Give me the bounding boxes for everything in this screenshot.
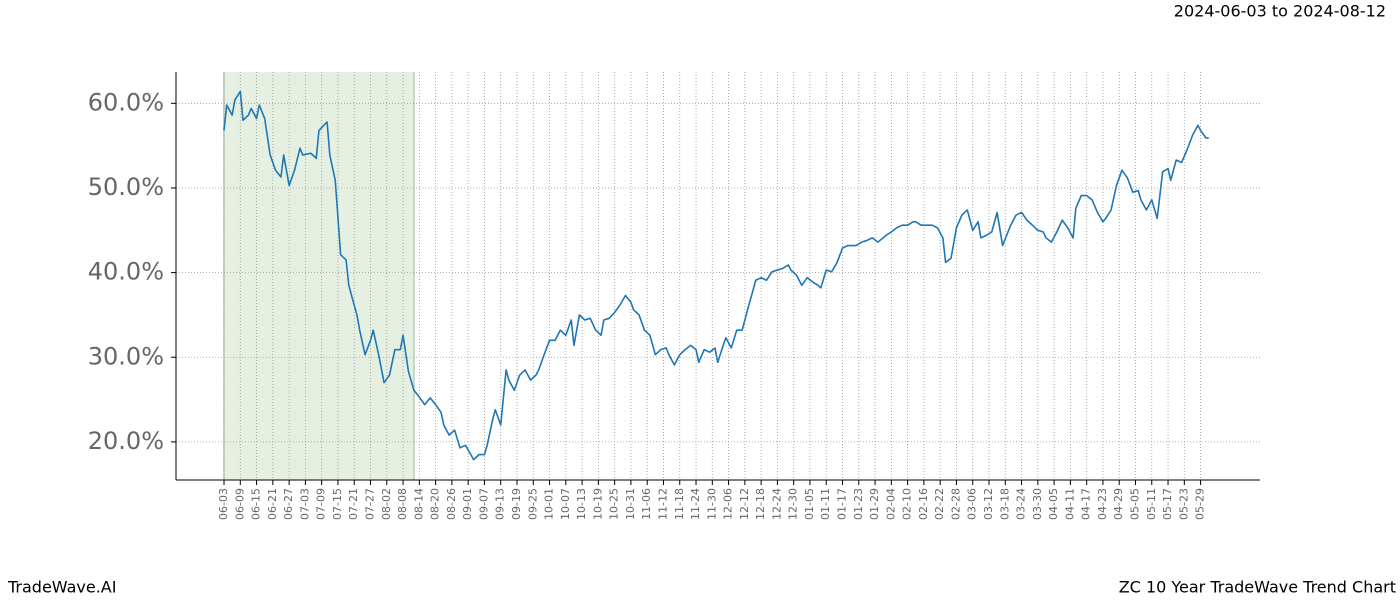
x-tick-label: 10-25 bbox=[608, 488, 621, 520]
y-tick-label: 50.0% bbox=[88, 173, 164, 201]
x-tick-label: 03-18 bbox=[998, 488, 1011, 520]
x-tick-label: 05-23 bbox=[1177, 488, 1190, 520]
x-tick-label: 03-12 bbox=[982, 488, 995, 520]
x-tick-label: 09-19 bbox=[510, 488, 523, 520]
y-tick-label: 20.0% bbox=[88, 427, 164, 455]
x-tick-label: 04-17 bbox=[1080, 488, 1093, 520]
x-tick-label: 07-27 bbox=[364, 488, 377, 520]
source-label: TradeWave.AI bbox=[7, 578, 116, 597]
x-tick-label: 02-22 bbox=[933, 488, 946, 520]
x-tick-label: 08-20 bbox=[429, 488, 442, 520]
x-tick-label: 01-05 bbox=[803, 488, 816, 520]
x-tick-label: 08-08 bbox=[396, 488, 409, 520]
x-tick-label: 07-21 bbox=[347, 488, 360, 520]
x-tick-label: 08-14 bbox=[412, 488, 425, 520]
x-tick-label: 11-12 bbox=[656, 488, 669, 520]
x-tick-label: 12-12 bbox=[738, 488, 751, 520]
x-tick-label: 06-15 bbox=[250, 488, 263, 520]
x-tick-label: 11-18 bbox=[673, 488, 686, 520]
x-tick-label: 02-10 bbox=[901, 488, 914, 520]
x-tick-label: 06-09 bbox=[233, 488, 246, 520]
x-tick-label: 11-24 bbox=[689, 488, 702, 520]
x-tick-label: 06-03 bbox=[217, 488, 230, 520]
x-tick-label: 01-23 bbox=[852, 488, 865, 520]
x-tick-label: 03-06 bbox=[966, 488, 979, 520]
x-tick-label: 04-11 bbox=[1063, 488, 1076, 520]
x-tick-label: 11-06 bbox=[640, 488, 653, 520]
x-tick-label: 07-09 bbox=[315, 488, 328, 520]
x-tick-label: 12-06 bbox=[722, 488, 735, 520]
chart-subtitle: 2024-06-03 to 2024-08-12 bbox=[1174, 2, 1386, 21]
trend-line bbox=[223, 90, 1209, 461]
x-tick-label: 08-02 bbox=[380, 488, 393, 520]
x-tick-label: 05-05 bbox=[1128, 488, 1141, 520]
y-tick-label: 60.0% bbox=[88, 88, 164, 116]
x-tick-label: 10-31 bbox=[624, 488, 637, 520]
x-tick-label: 02-28 bbox=[949, 488, 962, 520]
x-tick-label: 10-01 bbox=[543, 488, 556, 520]
x-tick-label: 01-11 bbox=[819, 488, 832, 520]
x-tick-label: 04-29 bbox=[1112, 488, 1125, 520]
x-tick-label: 03-30 bbox=[1031, 488, 1044, 520]
x-tick-label: 10-07 bbox=[559, 488, 572, 520]
x-tick-label: 10-19 bbox=[591, 488, 604, 520]
shaded-range bbox=[224, 72, 414, 480]
x-tick-label: 02-16 bbox=[917, 488, 930, 520]
x-tick-label: 05-11 bbox=[1145, 488, 1158, 520]
x-tick-label: 05-17 bbox=[1161, 488, 1174, 520]
x-tick-label: 09-01 bbox=[461, 488, 474, 520]
x-tick-label: 08-26 bbox=[445, 488, 458, 520]
y-tick-label: 40.0% bbox=[88, 258, 164, 286]
x-tick-label: 09-13 bbox=[494, 488, 507, 520]
x-tick-label: 10-13 bbox=[575, 488, 588, 520]
x-tick-label: 11-30 bbox=[705, 488, 718, 520]
x-tick-label: 05-29 bbox=[1194, 488, 1207, 520]
x-tick-label: 03-24 bbox=[1015, 488, 1028, 520]
x-tick-label: 02-04 bbox=[884, 488, 897, 520]
x-tick-label: 06-21 bbox=[266, 488, 279, 520]
x-tick-label: 07-03 bbox=[298, 488, 311, 520]
x-tick-label: 12-30 bbox=[787, 488, 800, 520]
chart-title: ZC 10 Year TradeWave Trend Chart bbox=[1119, 578, 1396, 597]
x-tick-label: 01-17 bbox=[836, 488, 849, 520]
y-tick-label: 30.0% bbox=[88, 342, 164, 370]
x-tick-label: 12-18 bbox=[754, 488, 767, 520]
x-tick-label: 06-27 bbox=[282, 488, 295, 520]
x-tick-label: 04-05 bbox=[1047, 488, 1060, 520]
x-tick-label: 04-23 bbox=[1096, 488, 1109, 520]
x-tick-label: 12-24 bbox=[770, 488, 783, 520]
x-tick-label: 01-29 bbox=[868, 488, 881, 520]
x-tick-label: 09-25 bbox=[526, 488, 539, 520]
x-tick-label: 07-15 bbox=[331, 488, 344, 520]
x-tick-label: 09-07 bbox=[477, 488, 490, 520]
